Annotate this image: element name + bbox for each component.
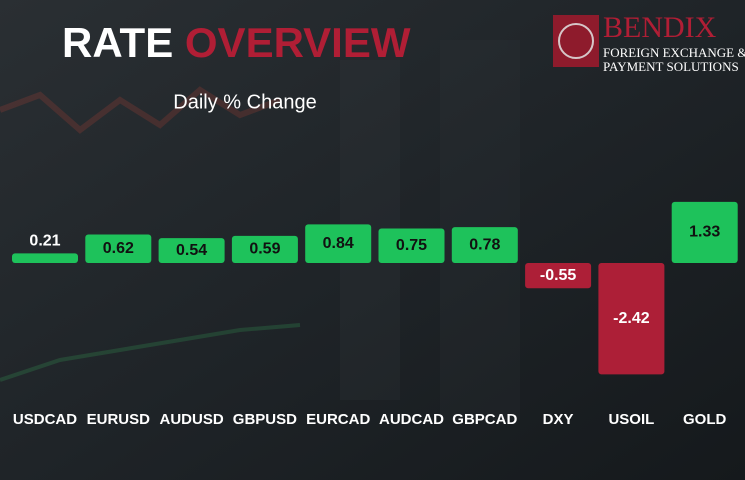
value-label: -2.42 [613,310,650,327]
value-label: 0.59 [249,241,280,258]
logo: BENDIX FOREIGN EXCHANGE & PAYMENT SOLUTI… [553,11,745,74]
bar [598,263,665,375]
bar [158,238,225,263]
bar [671,201,738,263]
title-part: RATE [62,19,173,66]
x-tick-label: AUDCAD [379,411,444,428]
x-tick-label: DXY [543,411,574,428]
value-label: -0.55 [540,267,577,284]
bar [85,234,152,263]
value-label: 0.62 [103,240,134,257]
bar [451,227,518,263]
x-tick-label: EURCAD [306,411,370,428]
x-tick-label: USOIL [608,411,654,428]
x-tick-label: EURUSD [87,411,151,428]
logo-line: FOREIGN EXCHANGE & [603,45,745,60]
value-label: 0.54 [176,242,207,259]
chart-title: RATE OVERVIEW [62,19,411,66]
title-part: OVERVIEW [185,19,411,66]
logo-globe [558,23,594,59]
value-label: 0.78 [469,236,500,253]
x-tick-label: GBPUSD [233,411,297,428]
x-tick-label: GBPCAD [452,411,517,428]
logo-line: PAYMENT SOLUTIONS [603,59,739,74]
subtitle: Daily % Change [173,91,316,113]
bar [12,253,78,263]
bar [525,263,592,289]
x-tick-label: USDCAD [13,411,77,428]
value-label: 0.75 [396,237,427,254]
value-label: 1.33 [689,224,720,241]
value-label: 0.21 [29,233,60,250]
value-label: 0.84 [323,235,354,252]
bar [231,235,298,263]
logo-name: BENDIX [603,11,717,44]
bar [378,228,445,263]
x-tick-label: GOLD [683,411,726,428]
x-tick-label: AUDUSD [160,411,224,428]
bar [305,224,372,263]
